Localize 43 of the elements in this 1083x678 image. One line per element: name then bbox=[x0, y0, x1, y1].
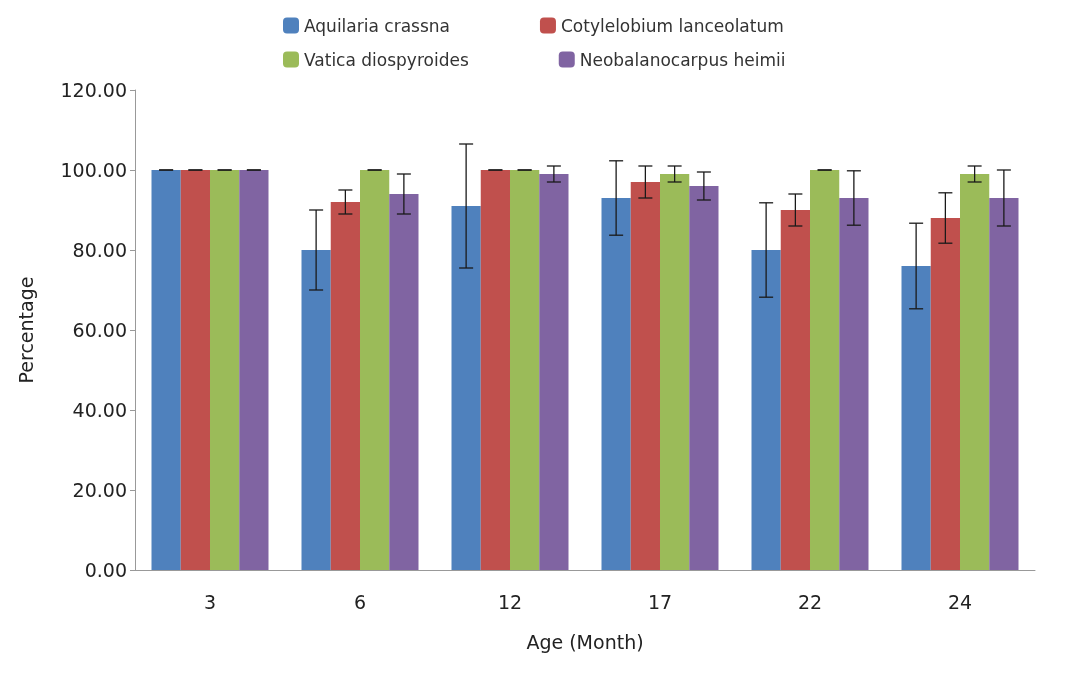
x-tick-label: 22 bbox=[797, 590, 823, 613]
legend-label: Neobalanocarpus heimii bbox=[579, 49, 786, 70]
x-tick-label: 6 bbox=[353, 590, 367, 613]
bar bbox=[989, 198, 1019, 570]
bar bbox=[151, 170, 181, 570]
x-tick-label: 3 bbox=[203, 590, 217, 613]
x-tick-label: 17 bbox=[647, 590, 673, 613]
bar bbox=[660, 174, 690, 570]
bar bbox=[510, 170, 540, 570]
y-axis-title: Percentage bbox=[14, 276, 37, 384]
y-tick-label: 100.00 bbox=[60, 159, 127, 181]
x-tick-label: 24 bbox=[947, 590, 973, 613]
bar bbox=[780, 210, 810, 570]
bar bbox=[810, 170, 840, 570]
bar bbox=[451, 206, 481, 570]
y-tick-label: 20.00 bbox=[72, 479, 127, 501]
y-tick-label: 60.00 bbox=[72, 319, 127, 341]
bar bbox=[630, 182, 660, 570]
bar bbox=[839, 198, 869, 570]
legend-label: Cotylelobium lanceolatum bbox=[560, 15, 784, 36]
y-tick-label: 40.00 bbox=[72, 399, 127, 421]
y-tick-label: 120.00 bbox=[60, 79, 127, 101]
y-tick-label: 80.00 bbox=[72, 239, 127, 261]
legend-label: Aquilaria crassna bbox=[304, 15, 450, 36]
bar bbox=[751, 250, 781, 570]
x-axis-title: Age (Month) bbox=[526, 630, 644, 653]
legend-label: Vatica diospyroides bbox=[304, 49, 469, 70]
bar bbox=[180, 170, 210, 570]
bar bbox=[480, 170, 510, 570]
bar bbox=[539, 174, 569, 570]
bar bbox=[601, 198, 631, 570]
bar bbox=[389, 194, 419, 570]
bar bbox=[930, 218, 960, 570]
bar bbox=[960, 174, 990, 570]
bar bbox=[239, 170, 269, 570]
x-tick-label: 12 bbox=[497, 590, 523, 613]
bar bbox=[210, 170, 240, 570]
bar bbox=[689, 186, 719, 570]
bar bbox=[901, 266, 931, 570]
bar bbox=[301, 250, 331, 570]
bar bbox=[330, 202, 360, 570]
bar bbox=[360, 170, 390, 570]
y-tick-label: 0.00 bbox=[84, 559, 127, 581]
